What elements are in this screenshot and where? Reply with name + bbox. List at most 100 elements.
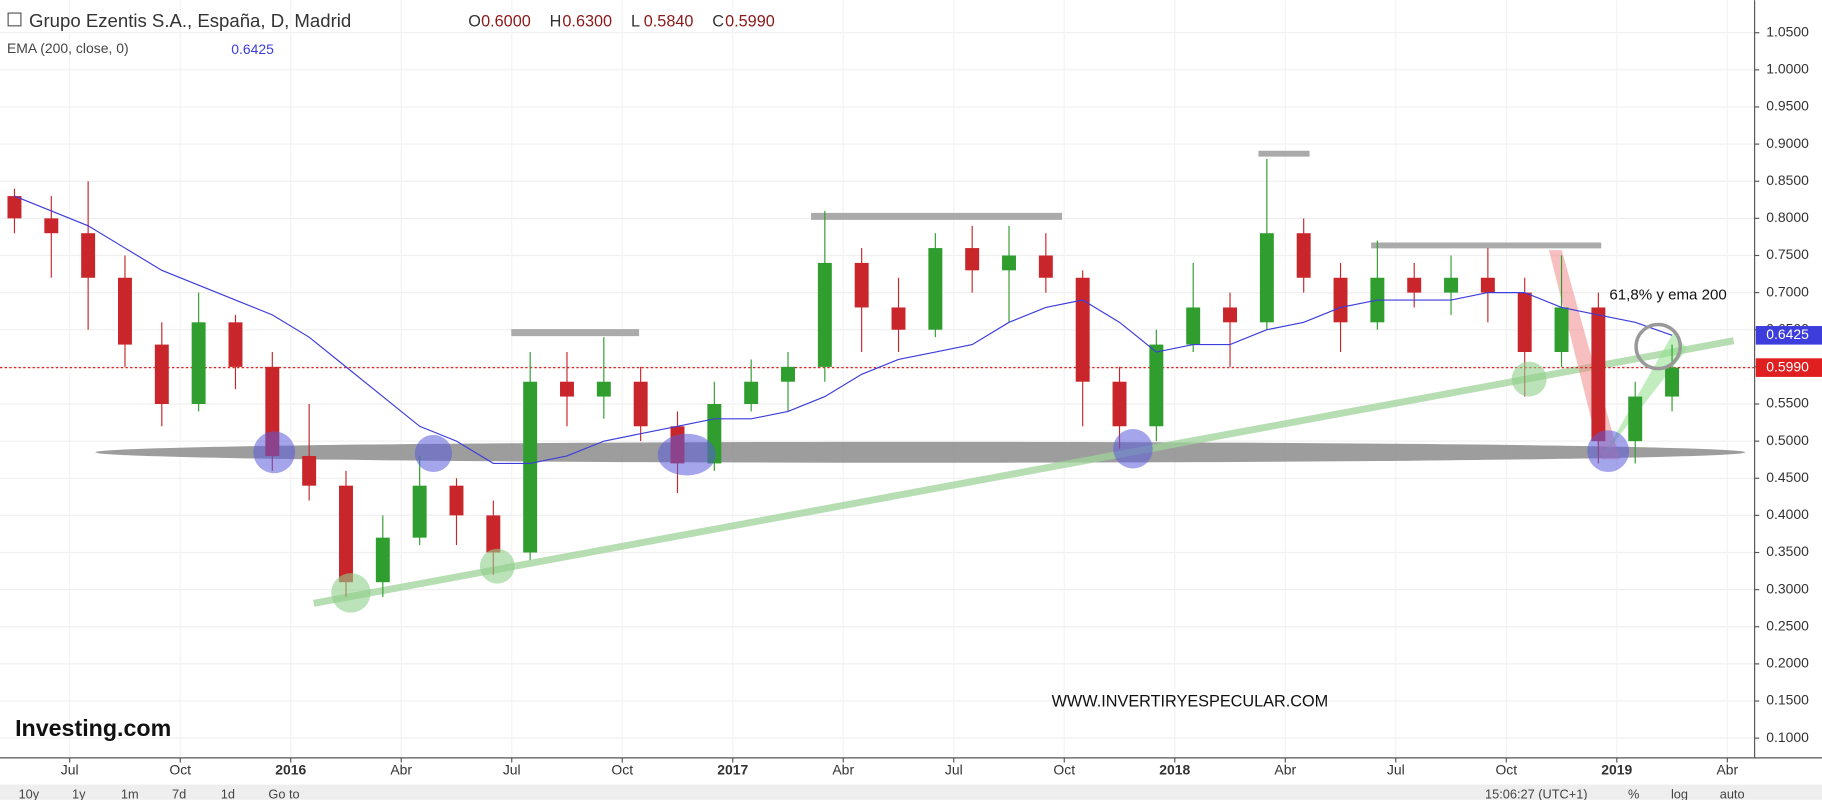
y-tick-label: 1.0000: [1766, 61, 1809, 77]
candle-body: [412, 485, 427, 538]
candle-body: [449, 485, 464, 516]
brand: Investing.com: [15, 715, 171, 741]
x-tick-label: Oct: [1053, 761, 1075, 777]
blue-circle: [1113, 429, 1153, 469]
ohlc-key: L: [631, 13, 640, 31]
x-tick-label: Abr: [1274, 761, 1296, 777]
candle-body: [1002, 255, 1016, 271]
candle-body: [1333, 277, 1348, 323]
y-tick-label: 0.4500: [1766, 469, 1809, 485]
x-tick-label: 2016: [275, 761, 306, 777]
x-tick-label: Jul: [945, 761, 963, 777]
y-tick-label: 0.2000: [1766, 655, 1809, 671]
candle-body: [854, 262, 869, 308]
candle-body: [1149, 344, 1164, 427]
ohlc-value: 0.5840: [644, 13, 694, 31]
range-button[interactable]: 7d: [172, 786, 186, 800]
candle-body: [7, 196, 22, 219]
plot: [0, 158, 1755, 598]
y-tick-label: 0.1500: [1766, 692, 1809, 708]
y-tick-label: 0.1000: [1766, 729, 1809, 745]
range-button[interactable]: 1d: [221, 786, 235, 800]
support-band: [95, 441, 1746, 463]
candle-body: [1075, 277, 1090, 382]
ema-legend: EMA (200, close, 0): [7, 40, 129, 56]
y-tick-label: 0.3000: [1766, 580, 1809, 596]
blue-circle: [414, 434, 453, 473]
x-tick-label: 2019: [1601, 761, 1632, 777]
candle-body: [302, 455, 317, 486]
candle-body: [228, 322, 243, 367]
green-circle: [331, 573, 371, 613]
y-tick-label: 0.2500: [1766, 617, 1809, 633]
candle-body: [1517, 292, 1532, 353]
candle-body: [744, 381, 759, 404]
y-tick-label: 0.8000: [1766, 209, 1809, 225]
y-tick-label: 0.5500: [1766, 395, 1809, 411]
ohlc-value: 0.6300: [562, 13, 612, 31]
candle-body: [154, 344, 169, 404]
x-tick-label: Oct: [611, 761, 633, 777]
y-tick-label: 0.3500: [1766, 543, 1809, 559]
candle-body: [1407, 277, 1422, 293]
rise-wedge: [1603, 332, 1688, 456]
candle-body: [1554, 307, 1569, 353]
candle-body: [817, 262, 832, 367]
candle-body: [1186, 307, 1201, 345]
candle-body: [118, 277, 132, 345]
y-tick-label: 0.5000: [1766, 432, 1809, 448]
x-tick-label: Oct: [1495, 761, 1517, 777]
option-button[interactable]: log: [1671, 786, 1688, 800]
x-tick-label: Jul: [61, 761, 79, 777]
y-tick-label: 0.8500: [1766, 172, 1809, 188]
candle-body: [1480, 277, 1495, 293]
target-circle: [1634, 322, 1682, 371]
candle-body: [523, 381, 538, 553]
candle-body: [781, 366, 795, 382]
candle-body: [1444, 277, 1459, 293]
option-button[interactable]: %: [1628, 786, 1639, 800]
goto-button[interactable]: Go to: [268, 786, 299, 800]
collapse-icon[interactable]: [7, 12, 22, 27]
green-circle: [479, 548, 515, 584]
axes: 0.1000 0.1500 0.2000 0.2500 0.3000 0.3500 0.40…: [61, 23, 1822, 777]
x-tick-label: Abr: [390, 761, 412, 777]
x-tick-label: 2017: [717, 761, 748, 777]
ohlc-value: 0.5990: [725, 13, 775, 31]
ema-legend-value: 0.6425: [231, 41, 274, 57]
blue-circle: [657, 433, 716, 476]
ema-line: [14, 195, 1673, 464]
candle-body: [596, 381, 611, 397]
chart-title: Grupo Ezentis S.A., España, D, Madrid: [29, 10, 351, 31]
ema-marker-label: 0.6425: [1766, 326, 1809, 342]
y-tick-label: 1.0500: [1766, 23, 1809, 39]
candle-body: [1628, 396, 1643, 442]
x-tick-label: Jul: [503, 761, 521, 777]
annotation: 61,8% y ema 200: [1609, 286, 1726, 303]
range-button[interactable]: 10y: [19, 786, 40, 800]
ohlc-key: C: [712, 13, 724, 31]
range-button[interactable]: 1y: [72, 786, 86, 800]
x-tick-label: 2018: [1159, 761, 1190, 777]
y-tick-label: 0.9500: [1766, 98, 1809, 114]
x-tick-label: Abr: [1716, 761, 1738, 777]
trend-line: [313, 337, 1735, 607]
clock: 15:06:27 (UTC+1): [1485, 786, 1588, 800]
blue-circle: [253, 431, 296, 474]
ohlc-key: O: [468, 13, 481, 31]
candle-body: [1665, 367, 1680, 397]
toolbar: [0, 784, 1822, 800]
candle-body: [965, 248, 980, 271]
candle-body: [1038, 255, 1053, 278]
option-button[interactable]: auto: [1720, 786, 1745, 800]
x-tick-label: Jul: [1387, 761, 1405, 777]
price-marker: [1755, 358, 1822, 377]
candle-body: [1296, 233, 1311, 278]
candle-body: [44, 218, 59, 234]
range-button[interactable]: 1m: [121, 786, 139, 800]
ohlc-value: 0.6000: [481, 13, 531, 31]
candle-body: [1112, 381, 1127, 427]
candle-body: [928, 248, 943, 330]
